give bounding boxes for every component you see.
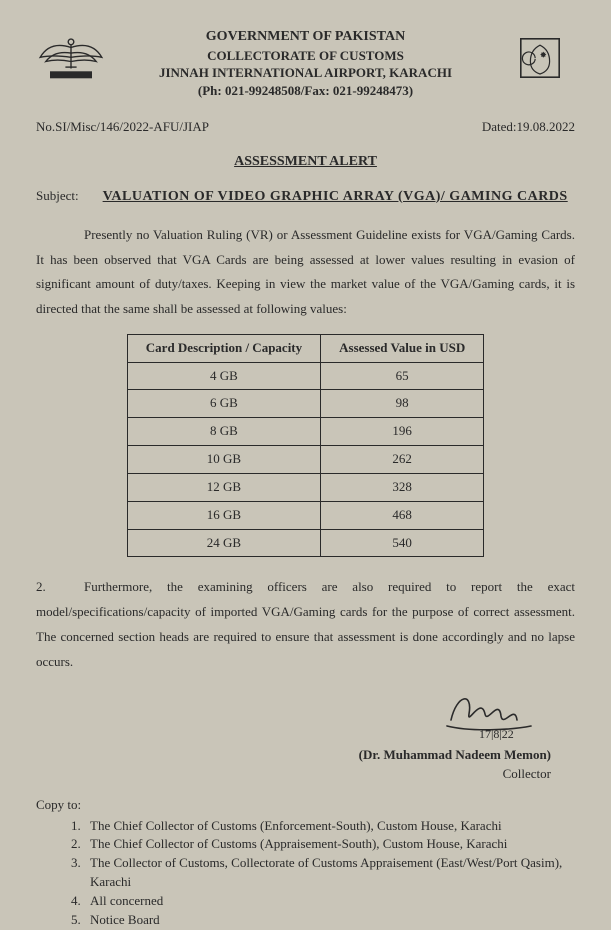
table-row: 16 GB468 xyxy=(127,501,483,529)
header-line3: JINNAH INTERNATIONAL AIRPORT, KARACHI xyxy=(106,64,505,82)
alert-title: ASSESSMENT ALERT xyxy=(36,152,575,172)
letterhead: GOVERNMENT OF PAKISTAN COLLECTORATE OF C… xyxy=(36,28,575,100)
govt-emblem xyxy=(505,28,575,88)
cap-cell: 16 GB xyxy=(127,501,320,529)
signatory-name: (Dr. Muhammad Nadeem Memon) xyxy=(36,746,551,765)
list-item: All concerned xyxy=(84,892,575,911)
org-header: GOVERNMENT OF PAKISTAN COLLECTORATE OF C… xyxy=(106,28,505,100)
reference-row: No.SI/Misc/146/2022-AFU/JIAP Dated:19.08… xyxy=(36,118,575,137)
col2-header: Assessed Value in USD xyxy=(321,334,484,362)
cap-cell: 24 GB xyxy=(127,529,320,557)
val-cell: 468 xyxy=(321,501,484,529)
subject-text: VALUATION OF VIDEO GRAPHIC ARRAY (VGA)/ … xyxy=(103,187,575,207)
customs-wings-logo xyxy=(36,28,106,88)
copy-to-label: Copy to: xyxy=(36,796,575,815)
list-item: Notice Board xyxy=(84,911,575,930)
header-line1: GOVERNMENT OF PAKISTAN xyxy=(106,28,505,47)
list-item: The Collector of Customs, Collectorate o… xyxy=(84,854,575,892)
paragraph-2: 2.Furthermore, the examining officers ar… xyxy=(36,575,575,674)
cap-cell: 10 GB xyxy=(127,446,320,474)
subject-label: Subject: xyxy=(36,187,79,207)
signature-block: 17|8|22 (Dr. Muhammad Nadeem Memon) Coll… xyxy=(36,686,575,784)
cap-cell: 4 GB xyxy=(127,362,320,390)
para1-text: Presently no Valuation Ruling (VR) or As… xyxy=(36,227,575,316)
table-row: 12 GB328 xyxy=(127,473,483,501)
col1-header: Card Description / Capacity xyxy=(127,334,320,362)
val-cell: 196 xyxy=(321,418,484,446)
signature-scribble: 17|8|22 xyxy=(421,686,551,746)
signatory-title: Collector xyxy=(36,765,551,784)
paragraph-1: Presently no Valuation Ruling (VR) or As… xyxy=(36,223,575,322)
table-row: 8 GB196 xyxy=(127,418,483,446)
header-line2: COLLECTORATE OF CUSTOMS xyxy=(106,47,505,65)
table-header-row: Card Description / Capacity Assessed Val… xyxy=(127,334,483,362)
emblem-icon xyxy=(516,34,564,82)
para2-number: 2. xyxy=(36,575,84,600)
val-cell: 65 xyxy=(321,362,484,390)
table-row: 6 GB98 xyxy=(127,390,483,418)
list-item: The Chief Collector of Customs (Appraise… xyxy=(84,835,575,854)
dated: Dated:19.08.2022 xyxy=(482,118,575,137)
dated-value: 19.08.2022 xyxy=(517,119,576,134)
reference-number: No.SI/Misc/146/2022-AFU/JIAP xyxy=(36,118,209,137)
table-row: 10 GB262 xyxy=(127,446,483,474)
table-row: 24 GB540 xyxy=(127,529,483,557)
subject-row: Subject: VALUATION OF VIDEO GRAPHIC ARRA… xyxy=(36,187,575,207)
dated-label: Dated: xyxy=(482,119,517,134)
header-line4: (Ph: 021-99248508/Fax: 021-99248473) xyxy=(106,82,505,100)
signature-date: 17|8|22 xyxy=(479,727,514,740)
val-cell: 262 xyxy=(321,446,484,474)
cap-cell: 8 GB xyxy=(127,418,320,446)
cap-cell: 12 GB xyxy=(127,473,320,501)
wings-icon xyxy=(36,32,106,84)
val-cell: 540 xyxy=(321,529,484,557)
val-cell: 98 xyxy=(321,390,484,418)
para2-text: Furthermore, the examining officers are … xyxy=(36,579,575,668)
val-cell: 328 xyxy=(321,473,484,501)
table-row: 4 GB65 xyxy=(127,362,483,390)
copy-to-list: The Chief Collector of Customs (Enforcem… xyxy=(84,817,575,930)
cap-cell: 6 GB xyxy=(127,390,320,418)
list-item: The Chief Collector of Customs (Enforcem… xyxy=(84,817,575,836)
valuation-table: Card Description / Capacity Assessed Val… xyxy=(127,334,484,558)
